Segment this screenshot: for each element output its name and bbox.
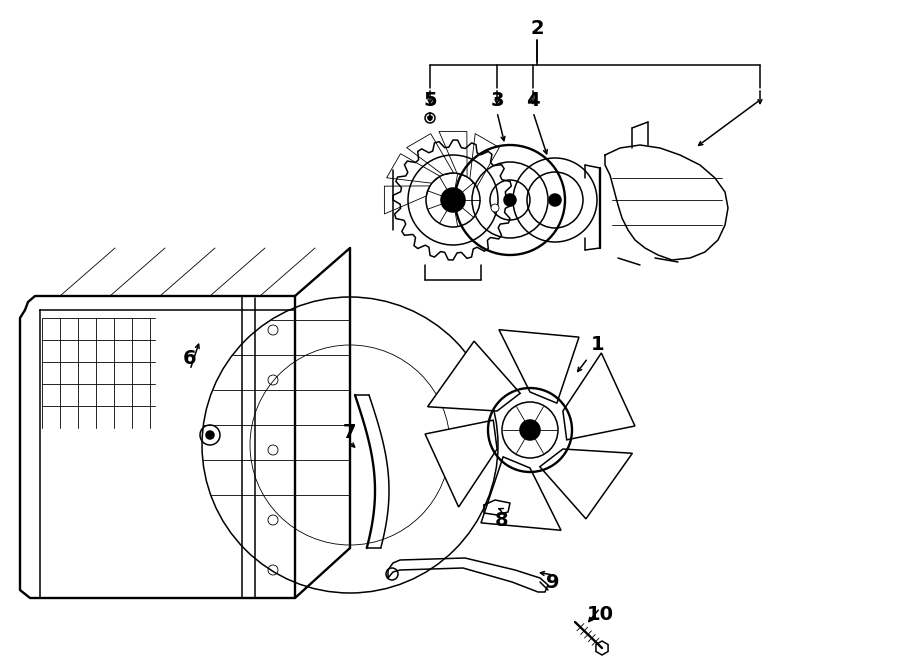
Text: 3: 3	[491, 91, 504, 110]
Circle shape	[206, 431, 214, 439]
Text: 6: 6	[184, 348, 197, 368]
Text: 2: 2	[530, 19, 544, 38]
Polygon shape	[425, 420, 497, 507]
Polygon shape	[481, 457, 561, 530]
Circle shape	[491, 204, 499, 212]
Polygon shape	[540, 449, 633, 519]
Text: 5: 5	[423, 91, 436, 110]
Text: 10: 10	[587, 605, 614, 625]
Circle shape	[520, 420, 540, 440]
Polygon shape	[562, 353, 634, 440]
Polygon shape	[428, 341, 520, 411]
Circle shape	[425, 113, 435, 123]
Text: 4: 4	[526, 91, 540, 110]
Circle shape	[428, 116, 432, 120]
Text: 9: 9	[546, 572, 560, 592]
Circle shape	[441, 188, 465, 212]
Circle shape	[549, 194, 561, 206]
Text: 7: 7	[342, 422, 356, 442]
Polygon shape	[596, 641, 608, 655]
Text: 8: 8	[495, 510, 508, 529]
Circle shape	[504, 194, 516, 206]
Polygon shape	[499, 330, 579, 403]
Text: 1: 1	[591, 336, 605, 354]
